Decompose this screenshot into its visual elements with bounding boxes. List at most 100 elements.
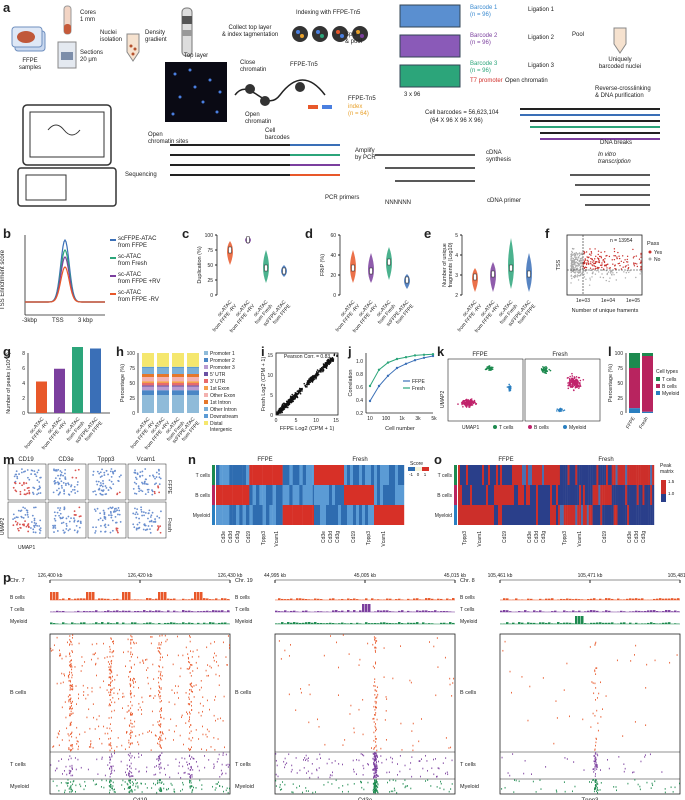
f-point xyxy=(579,262,582,265)
p-sc-dot xyxy=(69,748,71,751)
p-sc-dot xyxy=(566,758,568,760)
p-coverage-bar xyxy=(74,623,77,624)
k-legend-dot xyxy=(563,425,567,429)
f-point xyxy=(601,266,603,269)
p-coverage-bar xyxy=(596,622,599,624)
p-sc-dot xyxy=(159,731,161,734)
b-series-line xyxy=(25,256,105,303)
m-point xyxy=(53,482,56,485)
m-point xyxy=(59,474,62,477)
m-point xyxy=(27,516,30,518)
m-point xyxy=(33,524,35,527)
p-sc-dot xyxy=(650,787,652,789)
p-sc-dot xyxy=(502,649,504,652)
p-sc-dot xyxy=(374,693,376,696)
o-cell xyxy=(567,465,570,485)
i-point xyxy=(336,354,338,356)
p-sc-dot xyxy=(160,754,161,757)
p-coverage-bar xyxy=(104,598,107,600)
o-cell xyxy=(590,485,593,505)
m-point xyxy=(118,491,121,494)
o-cell xyxy=(550,505,553,525)
p-sc-dot xyxy=(151,710,153,713)
k-point xyxy=(568,377,571,380)
p-sc-dot xyxy=(110,662,112,665)
p-sc-dot xyxy=(594,760,596,763)
f-point xyxy=(599,276,602,278)
n-cell xyxy=(289,485,293,505)
p-sc-dot xyxy=(177,685,179,688)
p-sc-dot xyxy=(679,782,680,785)
f-point xyxy=(636,263,638,265)
k-point xyxy=(568,381,571,384)
p-sc-dot xyxy=(616,789,617,792)
p-sc-dot xyxy=(374,735,376,738)
p-coverage-bar xyxy=(299,622,302,624)
p-coverage-bar xyxy=(392,611,395,612)
k-point xyxy=(567,387,570,390)
p-sc-dot xyxy=(130,639,132,641)
p-sc-dot xyxy=(78,693,80,696)
f-point xyxy=(624,277,627,279)
m-point xyxy=(33,506,35,509)
p-sc-dot xyxy=(130,690,132,692)
p-sc-dot xyxy=(186,711,188,714)
p-sc-dot xyxy=(308,684,310,686)
p-sc-dot xyxy=(594,769,596,771)
p-sc-dot xyxy=(129,786,130,788)
p-sc-dot xyxy=(161,634,163,637)
p-sc-dot xyxy=(284,763,286,766)
p-sc-dot xyxy=(129,752,131,755)
p-coverage-bar xyxy=(293,610,296,612)
f-point xyxy=(612,272,614,274)
m-point xyxy=(142,528,145,531)
p-sc-dot xyxy=(93,716,95,719)
p-chr-label: Chr. 19 xyxy=(235,578,253,584)
n-cell xyxy=(309,485,313,505)
n-cell xyxy=(329,485,333,505)
p-coverage-bar xyxy=(71,622,74,624)
m-point xyxy=(118,475,121,478)
p-sc-dot xyxy=(181,788,183,791)
p-sc-dot xyxy=(374,713,376,716)
m-point xyxy=(160,510,162,513)
n-cell xyxy=(380,465,384,485)
g-bar xyxy=(36,381,47,413)
m-point xyxy=(94,490,96,493)
h-legend: Other Exon xyxy=(210,393,236,399)
f-point xyxy=(576,254,579,256)
o-cell xyxy=(458,485,461,505)
l-segment xyxy=(629,408,640,413)
p-sc-dot xyxy=(69,694,71,696)
o-cell xyxy=(536,485,539,505)
n-cell xyxy=(359,485,363,505)
n-cell xyxy=(362,465,366,485)
f-point xyxy=(584,266,587,268)
m-point xyxy=(38,528,41,531)
p-sc-dot xyxy=(181,714,183,717)
i-point xyxy=(286,406,289,409)
p-coverage-bar xyxy=(299,598,302,600)
p-sc-dot xyxy=(367,763,369,766)
f-point xyxy=(593,265,596,267)
p-sc-dot xyxy=(509,774,511,777)
p-sc-dot xyxy=(129,782,131,784)
m-point xyxy=(150,514,153,517)
p-sc-dot xyxy=(92,746,94,749)
p-sc-dot xyxy=(336,641,338,644)
p-coverage-bar xyxy=(539,610,542,612)
p-sc-dot xyxy=(158,670,160,673)
n-cell xyxy=(386,465,390,485)
m-point xyxy=(33,521,36,524)
n-cell xyxy=(259,465,263,485)
p-sc-dot xyxy=(501,788,503,790)
p-sc-dot xyxy=(134,720,136,723)
f-point xyxy=(604,251,606,253)
p-sc-dot xyxy=(597,754,599,757)
i-point xyxy=(279,407,282,410)
n-row-label: B cells xyxy=(195,493,210,499)
p-sc-dot xyxy=(159,757,161,760)
f-point xyxy=(589,279,592,281)
n-cell xyxy=(380,505,384,525)
p-sc-dot xyxy=(59,654,60,657)
